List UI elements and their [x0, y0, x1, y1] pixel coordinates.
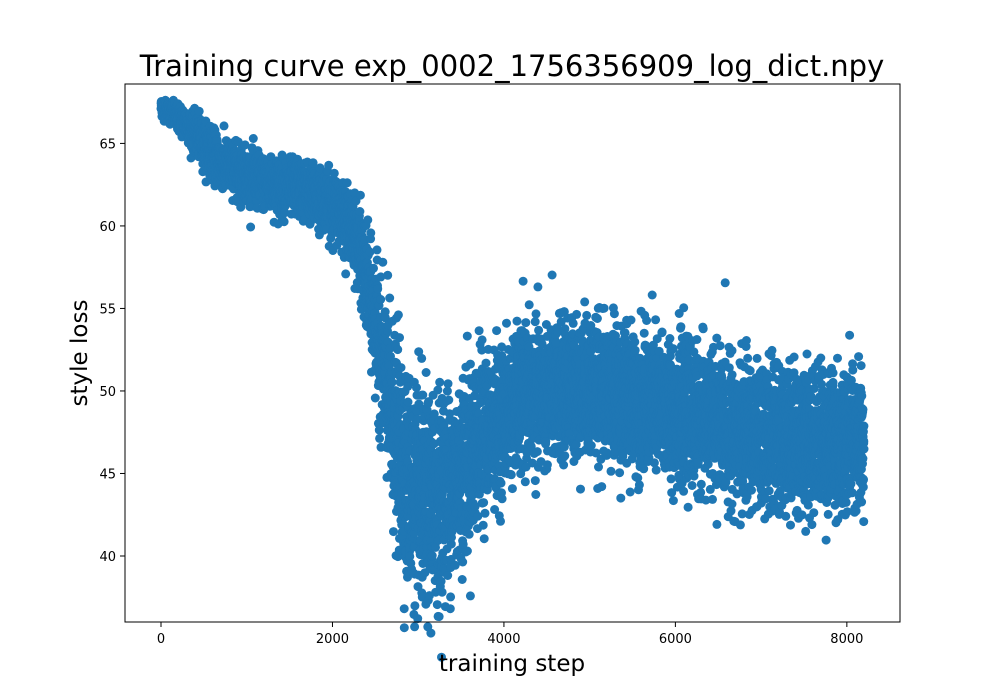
- scatter-point: [375, 433, 385, 443]
- scatter-point: [572, 309, 582, 319]
- scatter-point: [532, 447, 542, 457]
- scatter-point: [355, 207, 365, 216]
- scatter-point: [410, 622, 420, 632]
- scatter-point: [478, 520, 488, 530]
- scatter-point: [465, 359, 475, 369]
- scatter-point: [580, 297, 590, 307]
- scatter-point: [403, 397, 413, 407]
- scatter-point: [341, 269, 351, 279]
- scatter-point: [582, 310, 592, 320]
- scatter-point: [240, 140, 250, 150]
- scatter-point: [432, 600, 442, 610]
- scatter-point: [480, 508, 490, 518]
- scatter-point: [547, 270, 557, 280]
- scatter-point: [457, 575, 467, 584]
- scatter-point: [246, 222, 256, 232]
- scatter-point: [530, 317, 540, 327]
- scatter-point: [521, 318, 531, 328]
- scatter-point: [464, 529, 474, 539]
- scatter-point: [435, 377, 445, 387]
- scatter-point: [437, 587, 447, 597]
- scatter-point: [355, 190, 365, 200]
- scatter-point: [533, 282, 543, 292]
- scatter-point: [531, 490, 541, 499]
- scatter-point: [560, 451, 570, 461]
- scatter-point: [462, 546, 472, 556]
- scatter-point: [559, 460, 569, 470]
- scatter-point: [248, 134, 258, 143]
- scatter-point: [372, 245, 382, 255]
- scatter-point: [376, 295, 386, 304]
- scatter-point: [479, 534, 489, 544]
- scatter-point: [458, 557, 468, 567]
- scatter-point: [329, 168, 339, 178]
- scatter-point: [502, 318, 511, 328]
- scatter-point: [524, 300, 534, 310]
- scatter-point: [363, 215, 373, 225]
- scatter-point: [444, 395, 454, 405]
- scatter-point: [396, 363, 406, 373]
- scatter-point: [279, 217, 289, 227]
- scatter-points: [156, 95, 869, 662]
- scatter-point: [417, 353, 427, 363]
- scatter-point: [194, 106, 204, 116]
- scatter-point: [507, 484, 517, 494]
- scatter-point: [393, 345, 403, 355]
- scatter-point: [492, 326, 502, 336]
- scatter-point: [530, 476, 540, 486]
- scatter-point: [443, 571, 453, 580]
- scatter-point: [542, 460, 552, 470]
- scatter-point: [369, 263, 378, 273]
- scatter-point: [410, 601, 420, 611]
- scatter-point: [481, 358, 491, 368]
- scatter-point: [395, 333, 404, 343]
- scatter-point: [399, 623, 409, 633]
- scatter-point: [342, 178, 352, 188]
- chart-title: Training curve exp_0002_1756356909_log_d…: [139, 49, 884, 83]
- scatter-point: [389, 527, 398, 537]
- scatter-point: [462, 331, 472, 341]
- scatter-point: [219, 121, 229, 131]
- scatter-point: [497, 494, 507, 504]
- scatter-point: [443, 379, 453, 389]
- scatter-point: [568, 318, 578, 328]
- scatter-point: [366, 228, 376, 238]
- scatter-point: [427, 551, 437, 561]
- scatter-point: [512, 316, 522, 326]
- scatter-point: [370, 393, 380, 403]
- scatter-point: [433, 385, 443, 395]
- scatter-point: [520, 477, 530, 487]
- scatter-point: [534, 325, 544, 335]
- scatter-point: [496, 516, 505, 526]
- scatter-point: [378, 257, 388, 267]
- scatter-point: [446, 592, 456, 602]
- scatter-point: [324, 160, 334, 170]
- scatter-point: [496, 478, 506, 488]
- scatter-point: [465, 591, 475, 601]
- scatter-point: [445, 604, 455, 614]
- scatter-point: [518, 276, 528, 286]
- scatter-point: [383, 270, 393, 280]
- scatter-point: [373, 284, 383, 294]
- scatter-point: [531, 309, 541, 319]
- scatter-point: [385, 293, 395, 303]
- scatter-point: [393, 310, 403, 320]
- scatter-point: [387, 377, 397, 387]
- scatter-point: [506, 470, 516, 480]
- scatter-point: [479, 498, 489, 508]
- scatter-point: [421, 368, 431, 377]
- scatter-point: [233, 137, 243, 147]
- scatter-point: [399, 604, 409, 614]
- scatter-point: [477, 335, 487, 345]
- scatter-point: [576, 484, 585, 494]
- scatter-point: [426, 628, 436, 638]
- scatter-point: [434, 612, 444, 622]
- scatter-point: [474, 326, 484, 336]
